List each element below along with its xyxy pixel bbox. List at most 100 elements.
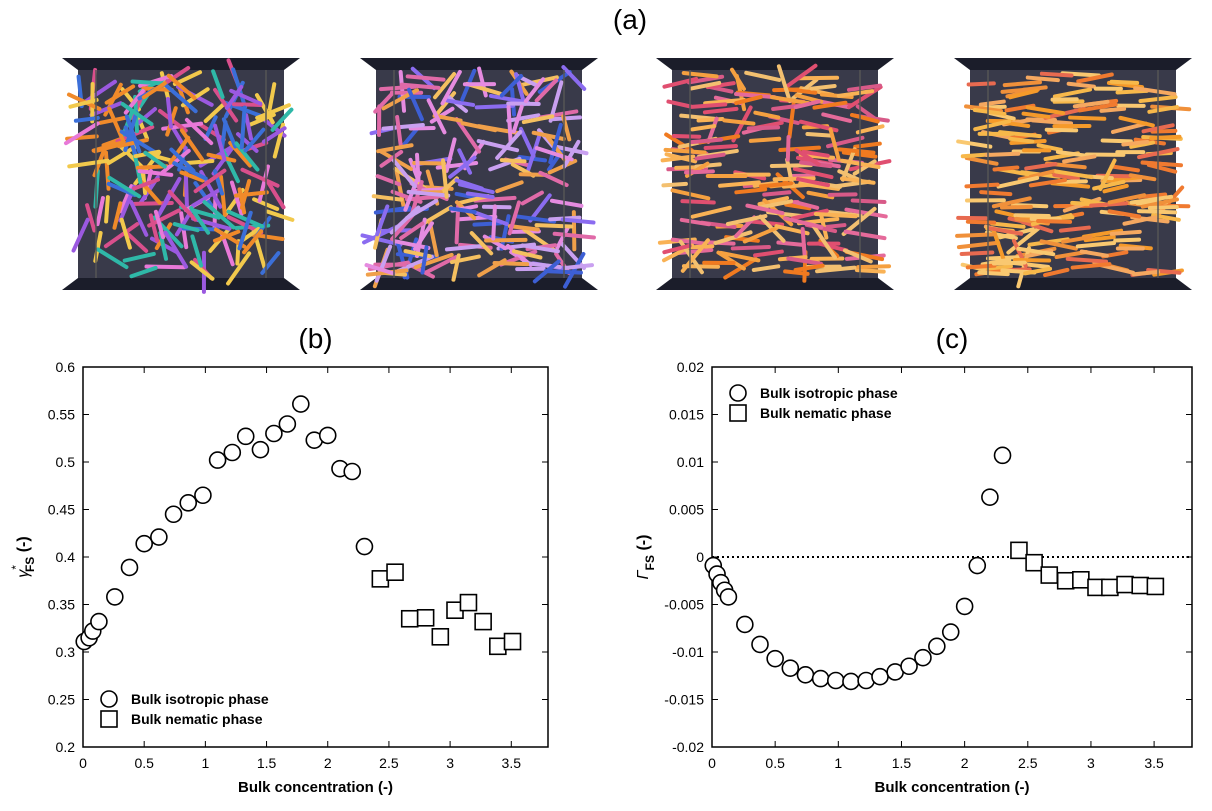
y-tick-label: 0 (696, 549, 704, 565)
isotropic-point (751, 635, 769, 654)
rod (413, 221, 434, 251)
rod (458, 182, 495, 195)
isotropic-point (914, 648, 932, 667)
rod (742, 225, 779, 244)
x-tick-label: 3.5 (502, 755, 522, 771)
rod (847, 85, 883, 110)
rod (1077, 102, 1118, 113)
rod (1121, 139, 1150, 147)
x-tick-label: 2 (324, 755, 332, 771)
rod (794, 148, 821, 167)
rod (495, 180, 524, 194)
rod (843, 229, 887, 241)
rod (469, 231, 494, 256)
y-tick-label: -0.005 (664, 597, 704, 613)
rod (389, 205, 421, 235)
rod (680, 199, 716, 205)
rod (95, 196, 105, 227)
rod (68, 97, 99, 109)
rod (433, 71, 457, 100)
rod (1002, 80, 1042, 88)
rod (420, 245, 429, 275)
rod (839, 176, 876, 185)
rod (376, 143, 414, 154)
rod (143, 150, 167, 169)
rod (1147, 105, 1179, 114)
rod (778, 145, 822, 153)
rod (392, 239, 431, 251)
isotropic-point (826, 671, 845, 690)
rod (1062, 154, 1097, 164)
rod (112, 201, 123, 230)
rod (1021, 111, 1051, 119)
rod (666, 99, 694, 109)
rod (472, 221, 503, 227)
rod (964, 104, 1004, 113)
y-tick-label: -0.015 (664, 692, 704, 708)
isotropic-point (90, 612, 108, 631)
rod (206, 152, 237, 163)
rod (965, 219, 997, 225)
isotropic-point (292, 395, 310, 413)
rod (499, 214, 511, 251)
rod (254, 93, 275, 125)
rod (407, 87, 424, 122)
rod (172, 222, 200, 233)
x-tick-label: 0 (79, 755, 87, 771)
rod (362, 224, 400, 245)
rod (499, 158, 527, 164)
nematic-point (489, 637, 507, 656)
rod (662, 76, 699, 89)
rod (690, 205, 732, 219)
rod (758, 181, 794, 189)
rod (769, 163, 813, 168)
rod (538, 170, 569, 188)
nematic-point (431, 627, 450, 646)
y-tick-label: 0.3 (56, 644, 76, 660)
nematic-point (459, 593, 478, 612)
rod (491, 204, 497, 241)
y-tick-label: 0.6 (56, 359, 76, 375)
isotropic-point (251, 440, 270, 459)
rod (1131, 269, 1161, 277)
rod (959, 250, 995, 257)
isotropic-point (278, 415, 297, 433)
rod (270, 107, 294, 132)
rod (1102, 183, 1129, 194)
rod (444, 137, 457, 173)
rod (438, 176, 459, 196)
isotropic-point (164, 505, 183, 524)
rod (996, 175, 1040, 189)
rod (440, 69, 462, 106)
rod (856, 264, 892, 270)
rod (202, 200, 236, 230)
rod (562, 139, 581, 169)
rod (783, 216, 824, 230)
top-plate (656, 58, 894, 70)
rod (551, 115, 582, 122)
rod (793, 99, 821, 110)
rod (1075, 241, 1116, 249)
chart-b-svg: (b) 0 0.5 1 1.5 2 2.5 3 3.5 0.2 0.25 0.3 0.35 0.4 0.45… (9, 323, 549, 796)
rod (792, 166, 834, 180)
y-tick-label: 0.01 (677, 454, 704, 470)
rod (991, 196, 1032, 209)
rod (1061, 234, 1093, 244)
rod (123, 125, 138, 157)
isotropic-point (265, 424, 283, 443)
rod (850, 198, 887, 205)
rod (141, 81, 167, 100)
rod (454, 117, 482, 154)
rod (841, 206, 877, 237)
isotropic-point (981, 488, 999, 506)
rod (165, 97, 173, 129)
rod (107, 106, 127, 146)
rod (406, 189, 451, 198)
rod (267, 82, 277, 111)
rod (846, 83, 883, 92)
rod (242, 229, 264, 255)
rod (1070, 262, 1112, 270)
rod-simulation-box (62, 58, 300, 294)
snapshot-isotropic-1 (58, 54, 304, 294)
rod (663, 147, 707, 155)
